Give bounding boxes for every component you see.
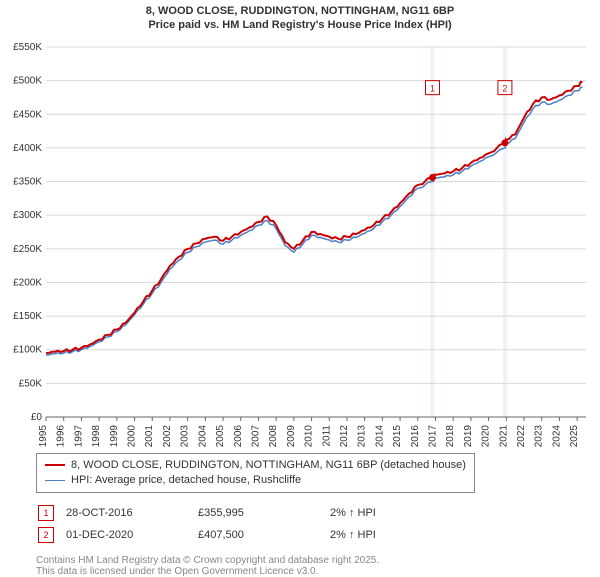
marker-row: 1 28-OCT-2016£355,9952% ↑ HPI — [38, 503, 386, 523]
svg-text:1996: 1996 — [56, 424, 67, 446]
svg-text:2003: 2003 — [180, 424, 191, 446]
svg-text:£250K: £250K — [13, 243, 42, 254]
marker-date: 01-DEC-2020 — [66, 525, 196, 545]
marker-date: 28-OCT-2016 — [66, 503, 196, 523]
legend-swatch — [45, 464, 65, 466]
footer-text: Contains HM Land Registry data © Crown c… — [36, 555, 600, 577]
svg-text:2019: 2019 — [463, 424, 474, 446]
svg-text:2002: 2002 — [162, 424, 173, 446]
svg-text:£550K: £550K — [13, 42, 42, 53]
svg-text:2023: 2023 — [534, 424, 545, 446]
chart-container: £0 £50K £100K £150K £200K £250K £300K £350K £400… — [10, 37, 590, 447]
svg-text:2: 2 — [502, 83, 507, 93]
svg-text:£100K: £100K — [13, 344, 42, 355]
marker-table: 1 28-OCT-2016£355,9952% ↑ HPI 2 01-DEC-2020… — [36, 501, 388, 547]
svg-text:2021: 2021 — [498, 424, 509, 446]
marker-number-box: 2 — [38, 527, 54, 543]
svg-text:2012: 2012 — [339, 424, 350, 446]
svg-text:£350K: £350K — [13, 176, 42, 187]
svg-text:1: 1 — [430, 83, 435, 93]
svg-text:2007: 2007 — [250, 424, 261, 446]
svg-text:2015: 2015 — [392, 424, 403, 446]
svg-text:2022: 2022 — [516, 424, 527, 446]
svg-text:2011: 2011 — [321, 424, 332, 446]
svg-text:£0: £0 — [31, 412, 43, 423]
marker-pct: 2% ↑ HPI — [330, 525, 386, 545]
legend-row: 8, WOOD CLOSE, RUDDINGTON, NOTTINGHAM, N… — [45, 458, 466, 473]
footer-line2: This data is licensed under the Open Gov… — [36, 566, 600, 577]
svg-text:1995: 1995 — [38, 424, 49, 446]
svg-text:2000: 2000 — [127, 424, 138, 446]
svg-text:£400K: £400K — [13, 143, 42, 154]
svg-text:2016: 2016 — [410, 424, 421, 446]
svg-text:£200K: £200K — [13, 277, 42, 288]
svg-text:2025: 2025 — [569, 424, 580, 446]
svg-text:£450K: £450K — [13, 109, 42, 120]
marker-price: £407,500 — [198, 525, 328, 545]
legend-label: HPI: Average price, detached house, Rush… — [71, 473, 301, 488]
marker-row: 2 01-DEC-2020£407,5002% ↑ HPI — [38, 525, 386, 545]
svg-text:£50K: £50K — [19, 378, 43, 389]
chart-svg: £0 £50K £100K £150K £200K £250K £300K £350K £400… — [10, 37, 590, 447]
svg-text:2013: 2013 — [357, 424, 368, 446]
svg-text:1998: 1998 — [91, 424, 102, 446]
svg-text:2014: 2014 — [374, 424, 385, 446]
svg-text:2008: 2008 — [268, 424, 279, 446]
title-line2: Price paid vs. HM Land Registry's House … — [0, 18, 600, 32]
legend-label: 8, WOOD CLOSE, RUDDINGTON, NOTTINGHAM, N… — [71, 458, 466, 473]
chart-title: 8, WOOD CLOSE, RUDDINGTON, NOTTINGHAM, N… — [0, 0, 600, 33]
svg-text:2001: 2001 — [144, 424, 155, 446]
title-line1: 8, WOOD CLOSE, RUDDINGTON, NOTTINGHAM, N… — [0, 4, 600, 18]
svg-text:2017: 2017 — [428, 424, 439, 446]
footer-line1: Contains HM Land Registry data © Crown c… — [36, 555, 600, 566]
legend-box: 8, WOOD CLOSE, RUDDINGTON, NOTTINGHAM, N… — [36, 453, 475, 494]
svg-text:2010: 2010 — [304, 424, 315, 446]
svg-text:2009: 2009 — [286, 424, 297, 446]
svg-text:£500K: £500K — [13, 75, 42, 86]
svg-text:1997: 1997 — [73, 424, 84, 446]
legend-swatch — [45, 480, 65, 481]
marker-number-box: 1 — [38, 505, 54, 521]
svg-text:£150K: £150K — [13, 311, 42, 322]
svg-text:2018: 2018 — [445, 424, 456, 446]
legend-row: HPI: Average price, detached house, Rush… — [45, 473, 466, 488]
svg-text:2006: 2006 — [233, 424, 244, 446]
marker-pct: 2% ↑ HPI — [330, 503, 386, 523]
svg-text:2004: 2004 — [197, 424, 208, 446]
svg-text:£300K: £300K — [13, 210, 42, 221]
svg-text:2005: 2005 — [215, 424, 226, 446]
svg-text:2020: 2020 — [481, 424, 492, 446]
marker-price: £355,995 — [198, 503, 328, 523]
svg-text:1999: 1999 — [109, 424, 120, 446]
svg-text:2024: 2024 — [551, 424, 562, 446]
